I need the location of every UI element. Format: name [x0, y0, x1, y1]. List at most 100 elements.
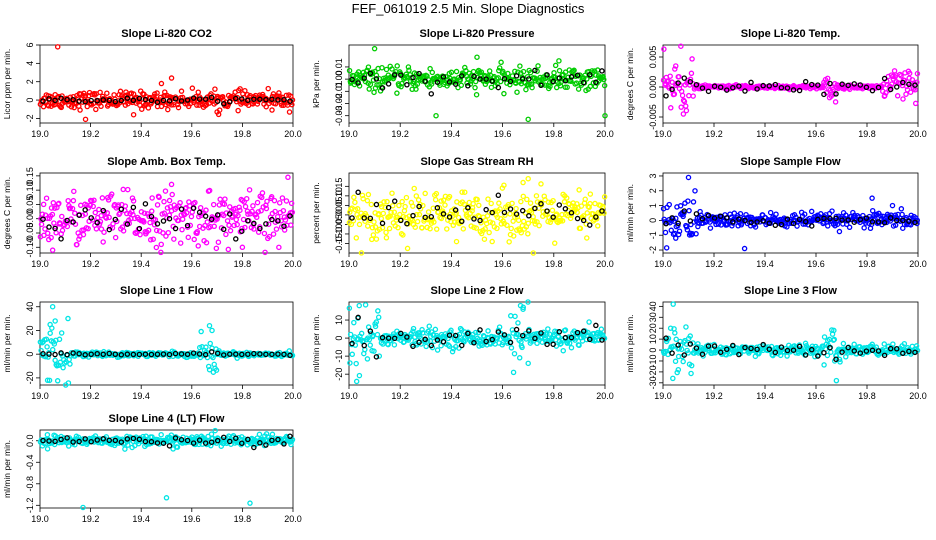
data-point [54, 378, 61, 384]
data-point [715, 221, 722, 227]
data-point [149, 195, 155, 201]
x-tick-label: 19.6 [183, 129, 201, 139]
data-point [663, 245, 670, 251]
average-point [275, 97, 281, 103]
average-point [40, 350, 46, 357]
average-point [379, 334, 386, 341]
average-point [154, 99, 161, 106]
data-point [65, 197, 71, 204]
data-point [151, 222, 158, 228]
average-point [705, 212, 712, 219]
average-point [190, 350, 197, 356]
data-point [65, 315, 71, 322]
data-point [686, 207, 692, 214]
data-point [512, 313, 518, 320]
data-point [416, 211, 423, 218]
average-point [391, 335, 398, 342]
x-tick-label: 19.2 [82, 259, 100, 269]
data-point [70, 197, 77, 204]
data-point [485, 196, 491, 202]
average-point [519, 332, 526, 339]
data-point [473, 91, 480, 98]
y-tick-label: 20 [25, 325, 35, 335]
average-point [452, 207, 459, 213]
data-point [60, 364, 66, 371]
average-point [845, 82, 851, 89]
outlier-point [356, 302, 362, 309]
x-tick-label: 19.4 [443, 259, 461, 269]
average-point [136, 351, 143, 358]
average-point [196, 209, 203, 216]
average-point [681, 208, 688, 214]
average-point [148, 351, 155, 358]
data-point [273, 226, 280, 232]
data-point [460, 226, 467, 232]
average-point [587, 71, 593, 78]
data-point [112, 234, 119, 241]
data-point [686, 92, 692, 99]
data-point [836, 356, 843, 363]
data-point [364, 356, 371, 362]
average-point [562, 206, 569, 212]
x-tick-label: 19.4 [132, 129, 150, 139]
average-point [705, 88, 712, 95]
data-point [677, 203, 684, 209]
data-points [660, 43, 921, 117]
x-tick-label: 19.8 [234, 514, 252, 524]
data-point [883, 90, 889, 96]
data-point [255, 209, 262, 215]
data-point [455, 214, 462, 221]
data-point [520, 68, 527, 75]
data-point [821, 334, 828, 340]
data-point [242, 224, 248, 231]
data-point [389, 66, 395, 72]
data-point [595, 223, 601, 229]
data-point [528, 338, 534, 344]
x-tick-label: 19.6 [807, 259, 825, 269]
data-point [347, 209, 353, 215]
data-point [424, 224, 430, 231]
data-point [178, 88, 185, 94]
average-point [772, 222, 779, 229]
data-point [695, 341, 701, 347]
average-point [906, 218, 912, 224]
x-tick-label: 19.2 [705, 129, 723, 139]
average-point [465, 205, 471, 211]
average-point [599, 337, 605, 343]
average-point [385, 204, 392, 211]
data-point [48, 234, 54, 241]
x-tick-label: 19.6 [494, 391, 512, 401]
data-point [367, 342, 374, 348]
average-point [422, 214, 428, 221]
data-point [554, 328, 560, 335]
data-point [401, 208, 408, 214]
data-point [166, 101, 172, 107]
data-point [473, 225, 480, 231]
average-point [483, 338, 489, 345]
y-tick-label: -30 [648, 376, 658, 389]
outlier-point [833, 377, 840, 384]
average-point [136, 436, 143, 443]
data-point [577, 225, 584, 232]
y-tick-label: 0.15 [334, 178, 344, 196]
data-point [405, 64, 412, 70]
y-tick-label: 0.00 [334, 70, 344, 88]
y-tick-label: -0.03 [334, 105, 344, 126]
outlier-point [49, 303, 56, 310]
y-tick-label: 0.0 [25, 435, 35, 448]
outlier-point [44, 446, 51, 452]
average-point [742, 88, 748, 94]
data-point [356, 221, 363, 228]
average-point [184, 437, 191, 444]
data-point [276, 244, 282, 251]
data-point [584, 210, 590, 216]
average-point [106, 350, 113, 357]
average-point [239, 351, 245, 358]
average-point [130, 351, 137, 358]
data-point [263, 103, 269, 110]
y-tick-label: 40 [25, 302, 35, 312]
data-point [912, 100, 919, 107]
data-point [678, 104, 684, 110]
average-point [863, 84, 870, 91]
data-point [470, 68, 477, 75]
